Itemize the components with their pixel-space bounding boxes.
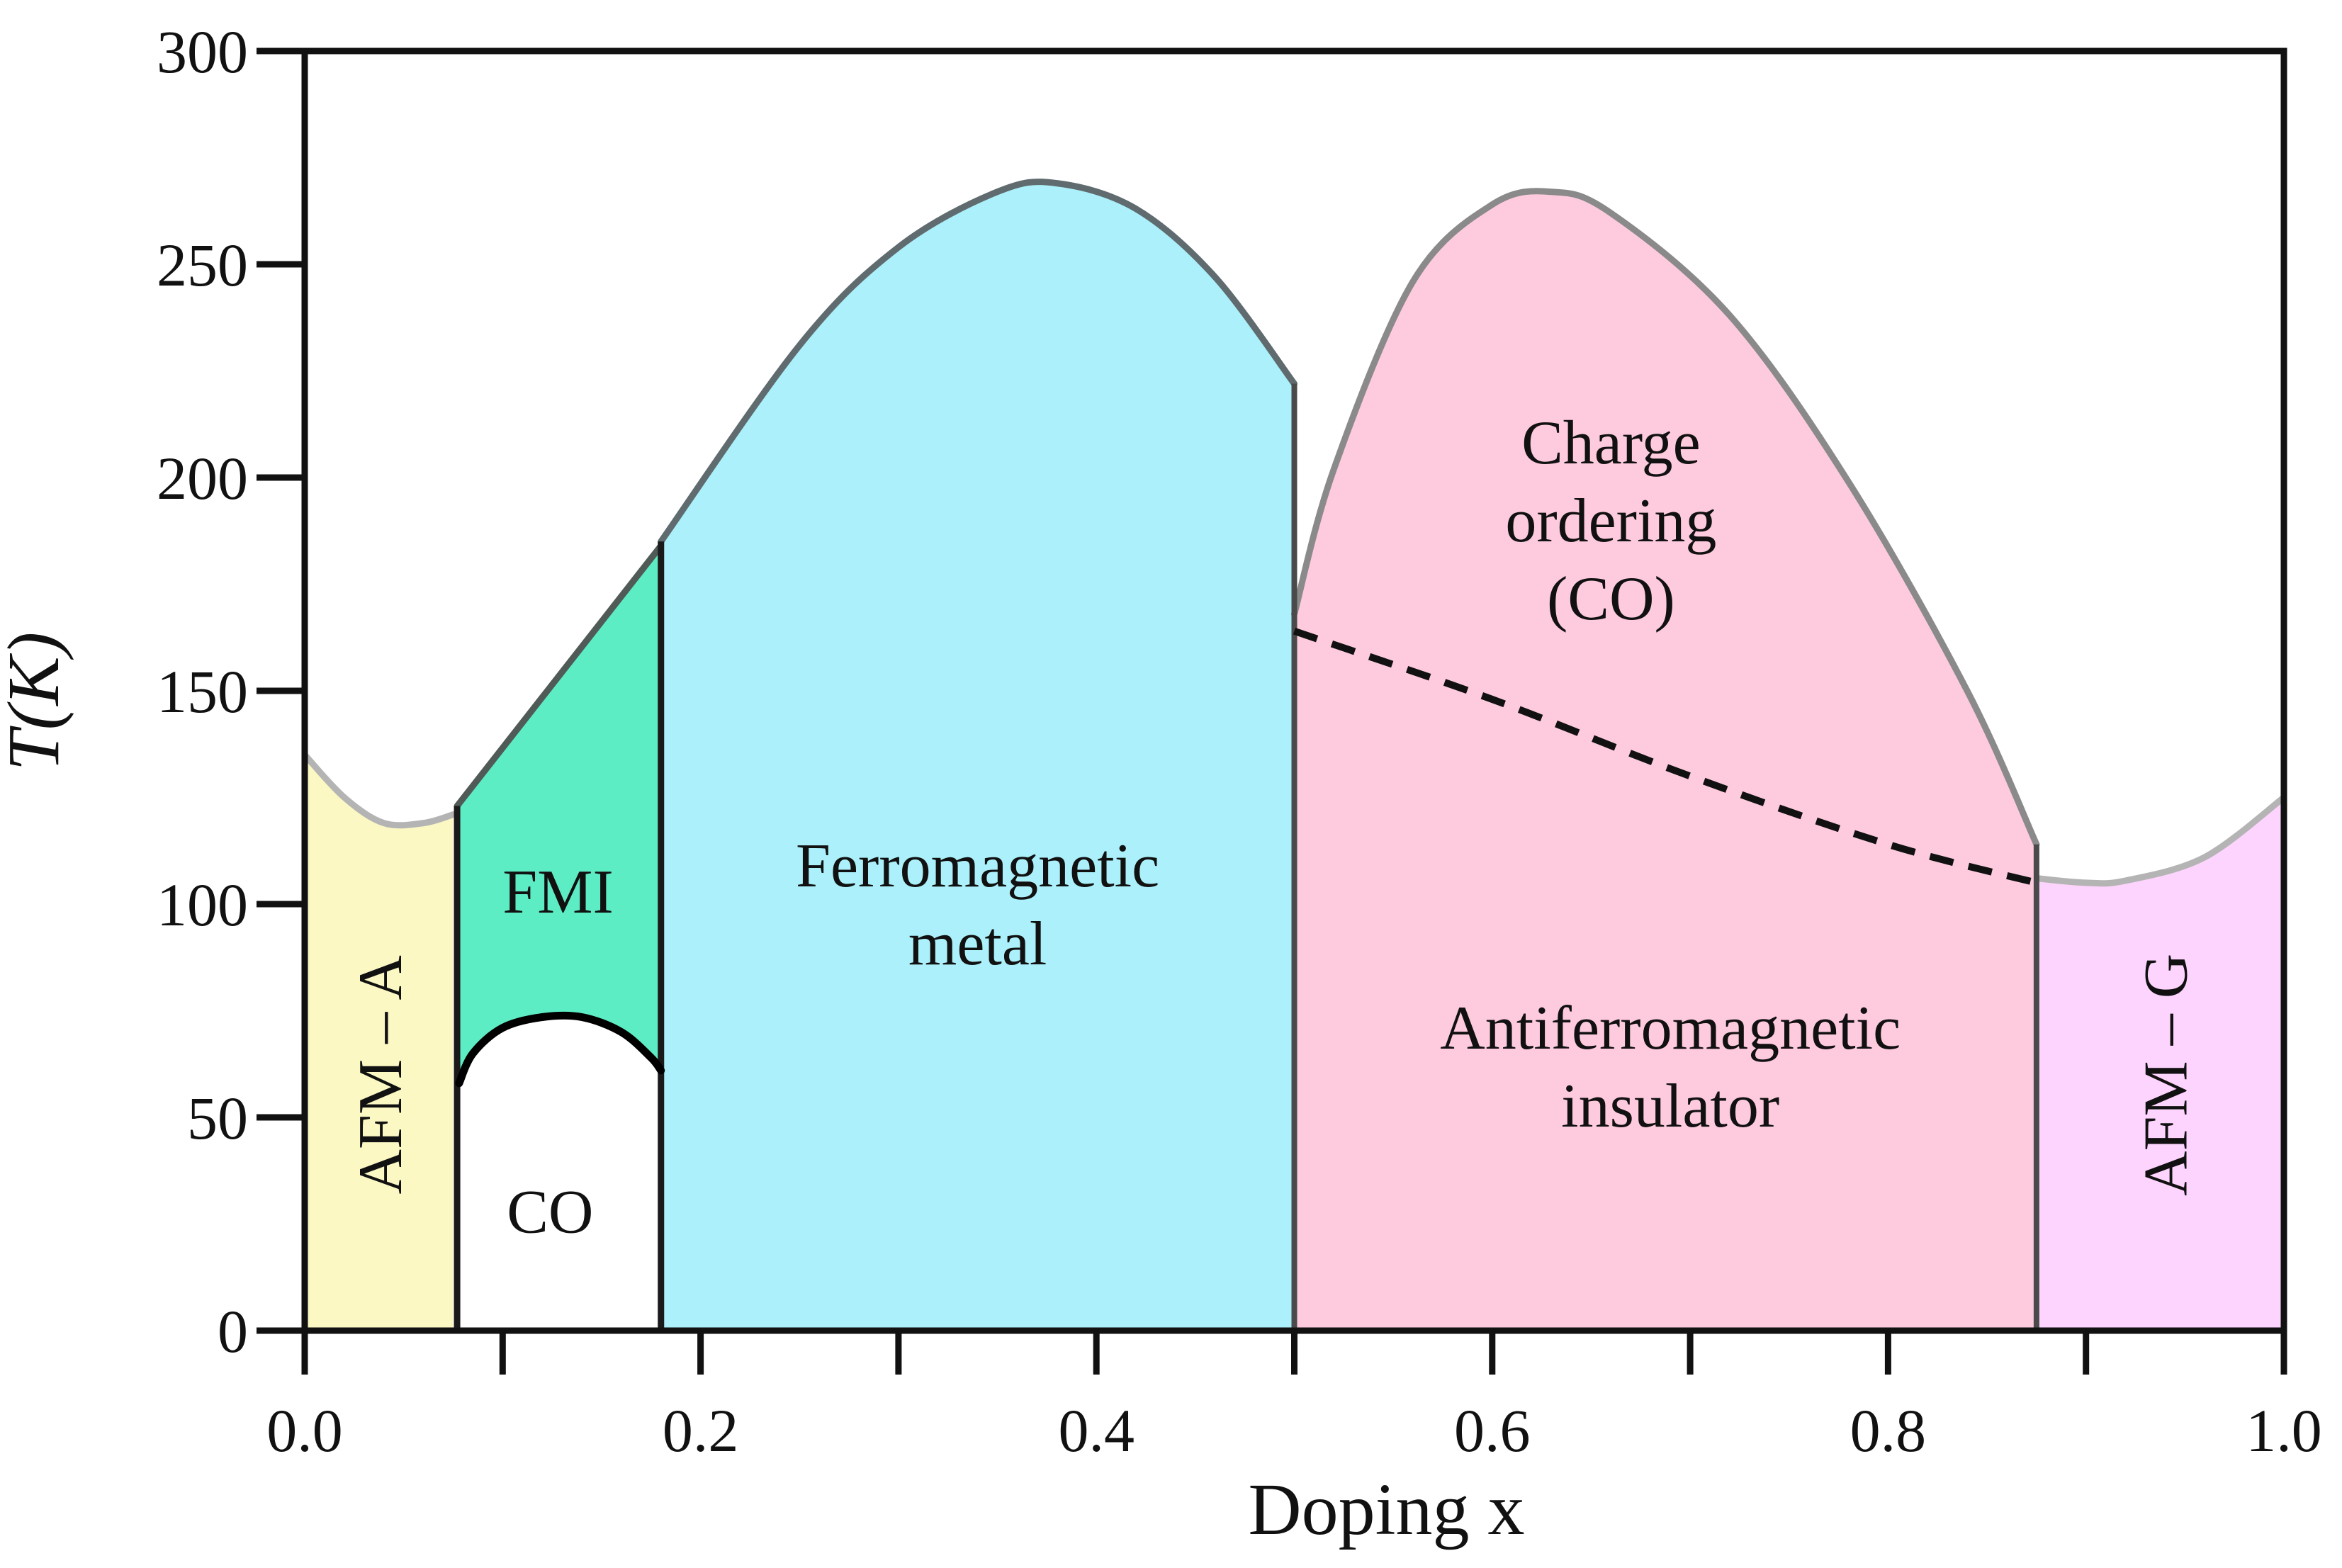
- x-axis-title: Doping x: [1249, 1469, 1525, 1550]
- x-tick-label: 0.6: [1454, 1397, 1531, 1465]
- boundary-fm-metal-top: [658, 179, 1297, 545]
- region-labels: AFM – A FMI CO Ferromagnetic metal Charge orde…: [347, 409, 2200, 1246]
- boundary-fmi-top: [454, 542, 665, 809]
- axis-ticks: [257, 47, 2287, 1375]
- region-afm-a: [305, 755, 454, 1331]
- boundary-co-dome: [455, 1011, 665, 1088]
- boundary-charge-ordering-top: [1291, 188, 2040, 848]
- region-afm-insulator: [1294, 631, 2037, 1331]
- x-tick-label: 1.0: [2246, 1397, 2322, 1465]
- y-axis-title: T(K): [0, 632, 74, 771]
- x-tick-label: 0.4: [1058, 1397, 1135, 1465]
- phase-boundaries: [301, 179, 2287, 1331]
- region-fm-metal: [660, 181, 1295, 1331]
- x-tick-label: 0.8: [1850, 1397, 1927, 1465]
- axis-tick-labels: 0.0 0.2 0.4 0.6 0.8 1.0 0 50 100 150 200 250 300: [157, 18, 2322, 1465]
- phase-regions: [305, 181, 2284, 1331]
- region-co-low: [458, 1015, 661, 1331]
- y-tick-label: 0: [218, 1297, 248, 1365]
- x-tick-label: 0.2: [663, 1397, 739, 1465]
- y-tick-label: 200: [157, 444, 248, 512]
- boundary-afm-a-top: [301, 751, 456, 829]
- y-tick-label: 150: [157, 658, 248, 726]
- y-tick-label: 300: [157, 18, 248, 86]
- label-fm-metal: Ferromagnetic metal: [796, 832, 1159, 978]
- y-tick-label: 100: [157, 871, 248, 939]
- boundary-co-afm-insulator-dashed: [1293, 627, 2038, 886]
- label-afm-g: AFM – G: [2132, 954, 2200, 1196]
- label-afm-insulator: Antiferromagnetic insulator: [1440, 994, 1901, 1141]
- label-fmi: FMI: [502, 858, 614, 927]
- region-afm-g: [2038, 797, 2284, 1331]
- label-charge-ordering: Charge ordering (CO): [1505, 409, 1716, 633]
- y-tick-label: 50: [187, 1084, 248, 1152]
- x-tick-label: 0.0: [266, 1397, 343, 1465]
- label-afm-a: AFM – A: [347, 955, 415, 1194]
- boundary-afm-g-top: [2035, 794, 2287, 887]
- label-co-low: CO: [507, 1178, 593, 1246]
- y-tick-label: 250: [157, 231, 248, 299]
